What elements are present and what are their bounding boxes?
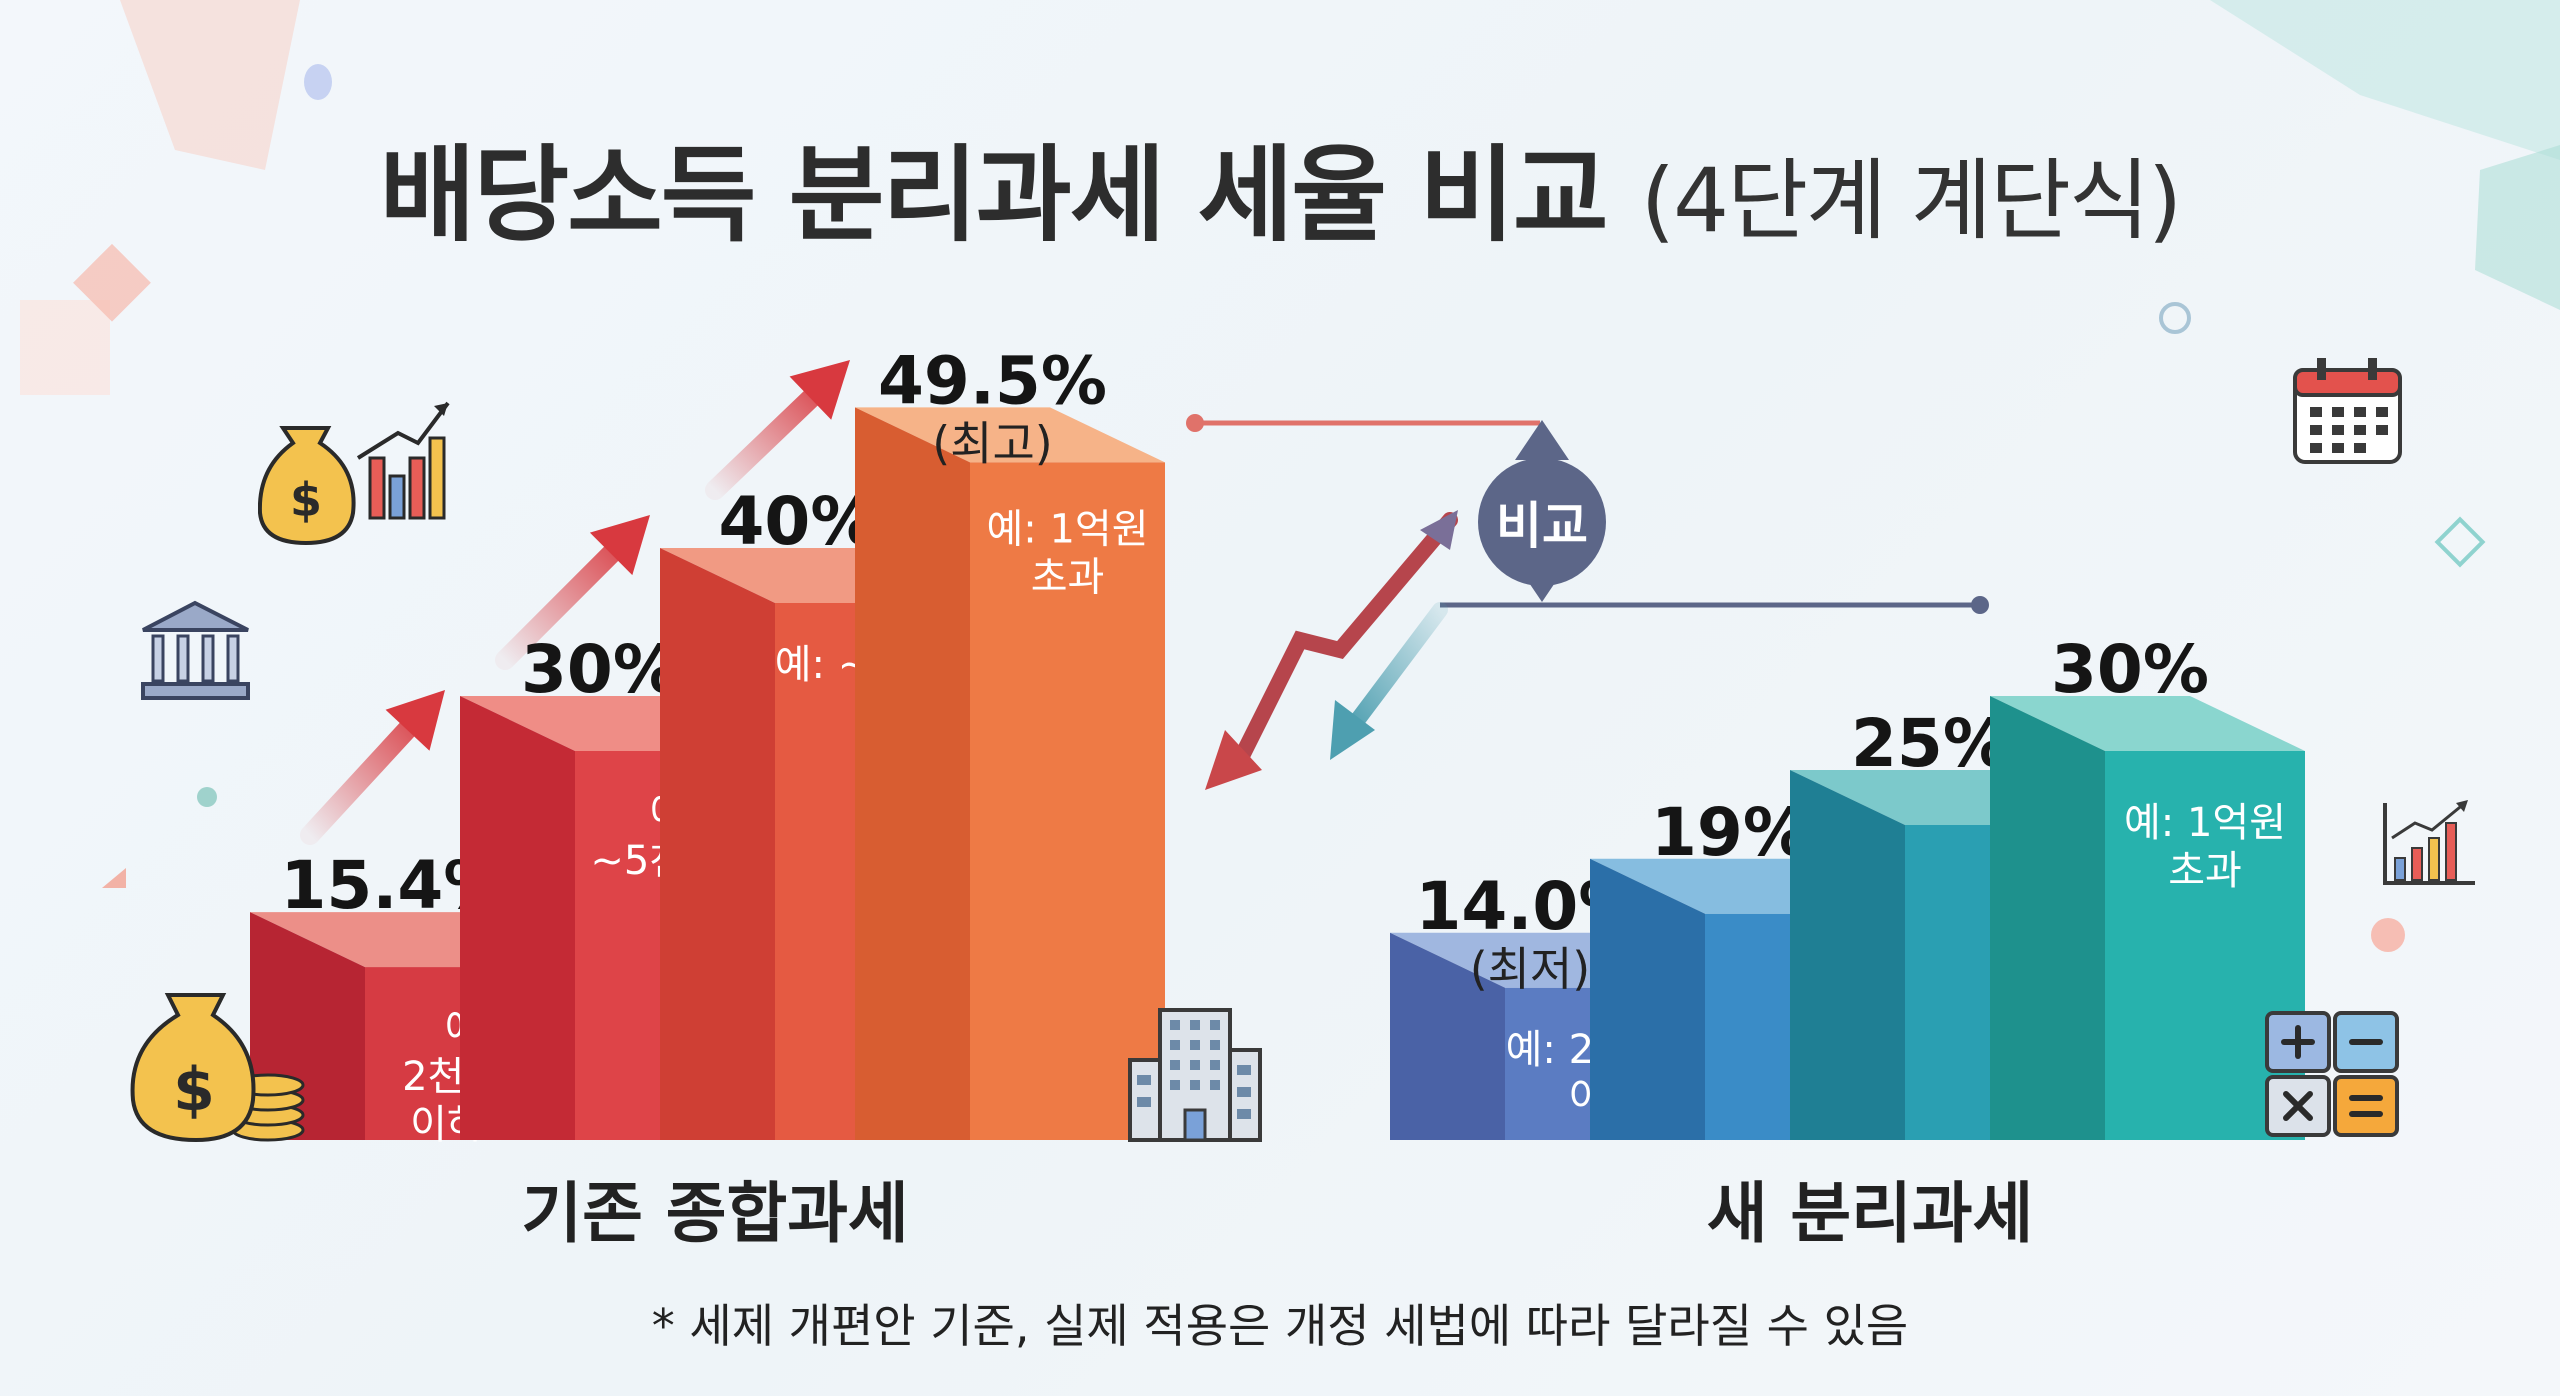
rate-label-0-2: 40%: [719, 483, 877, 560]
rate-label-1-2: 25%: [1851, 705, 2009, 782]
rate-label-1-3: 30%: [2051, 631, 2209, 708]
compare-zigzag-red-head: [1205, 730, 1262, 790]
rate-note-1-0: (최저): [1470, 942, 1591, 996]
bracket-note-1-3-0: 예: 1억원: [2124, 800, 2286, 846]
rate-note-0-3: (최고): [932, 416, 1053, 470]
bracket-note-0-3-1: 초과: [1031, 554, 1105, 600]
growth-arrow-head-3: [789, 360, 850, 420]
money-bag-coins-icon: $: [130, 993, 305, 1143]
compare-arrow-blue: [1342, 602, 1448, 738]
stair-side-1-1: [1590, 858, 1705, 1140]
compare-zigzag-red-tail: [1420, 510, 1458, 550]
growth-arrow-head-2: [589, 515, 650, 576]
stair-top-0-3: [855, 407, 1165, 463]
office-building-icon: [1128, 1008, 1262, 1142]
growth-arrow-head-1: [385, 690, 445, 751]
stair-side-0-3: [855, 407, 970, 1140]
stair-top-1-3: [1990, 696, 2305, 751]
compare-badge: 비교: [1478, 458, 1606, 586]
title-main: 배당소득 분리과세 세율 비교: [379, 134, 1609, 256]
stair-side-0-2: [660, 548, 775, 1140]
calendar-icon: [2293, 358, 2402, 464]
page-title: 배당소득 분리과세 세율 비교 (4단계 계단식): [0, 110, 2560, 261]
stair-side-0-1: [460, 696, 575, 1140]
compare-arrow-up: [1515, 420, 1569, 460]
bank-icon: [141, 600, 250, 700]
group-label-new: 새 분리과세: [1706, 1175, 2034, 1252]
stair-side-1-2: [1790, 770, 1905, 1140]
rate-label-0-3: 49.5%: [878, 342, 1107, 419]
title-sub: (4단계 계단식): [1640, 149, 2182, 252]
rate-label-0-1: 30%: [521, 631, 679, 708]
rate-label-1-1: 19%: [1651, 794, 1809, 871]
group-label-existing: 기존 종합과세: [521, 1175, 909, 1252]
calculator-icon: [2265, 1011, 2399, 1137]
bracket-note-1-3-1: 초과: [2168, 848, 2242, 894]
stair-side-1-0: [1390, 932, 1505, 1140]
growth-chart-icon: [2383, 800, 2475, 885]
svg-text:$: $: [290, 473, 322, 527]
bracket-note-0-3-0: 예: 1억원: [986, 506, 1148, 552]
growth-arrow-2: [495, 523, 642, 670]
stair-front-0-3: [970, 462, 1165, 1140]
footnote: * 세제 개편안 기준, 실제 적용은 개정 세법에 따라 달라질 수 있음: [651, 1299, 1909, 1353]
compare-arrow-blue-head: [1330, 700, 1375, 760]
stair-side-1-3: [1990, 696, 2105, 1140]
svg-text:$: $: [173, 1055, 215, 1125]
money-bag-chart-icon: $: [258, 401, 450, 546]
compare-dot-top: [1186, 414, 1204, 432]
compare-dot-bottom: [1971, 596, 1989, 614]
compare-zigzag-red: [1232, 512, 1458, 768]
